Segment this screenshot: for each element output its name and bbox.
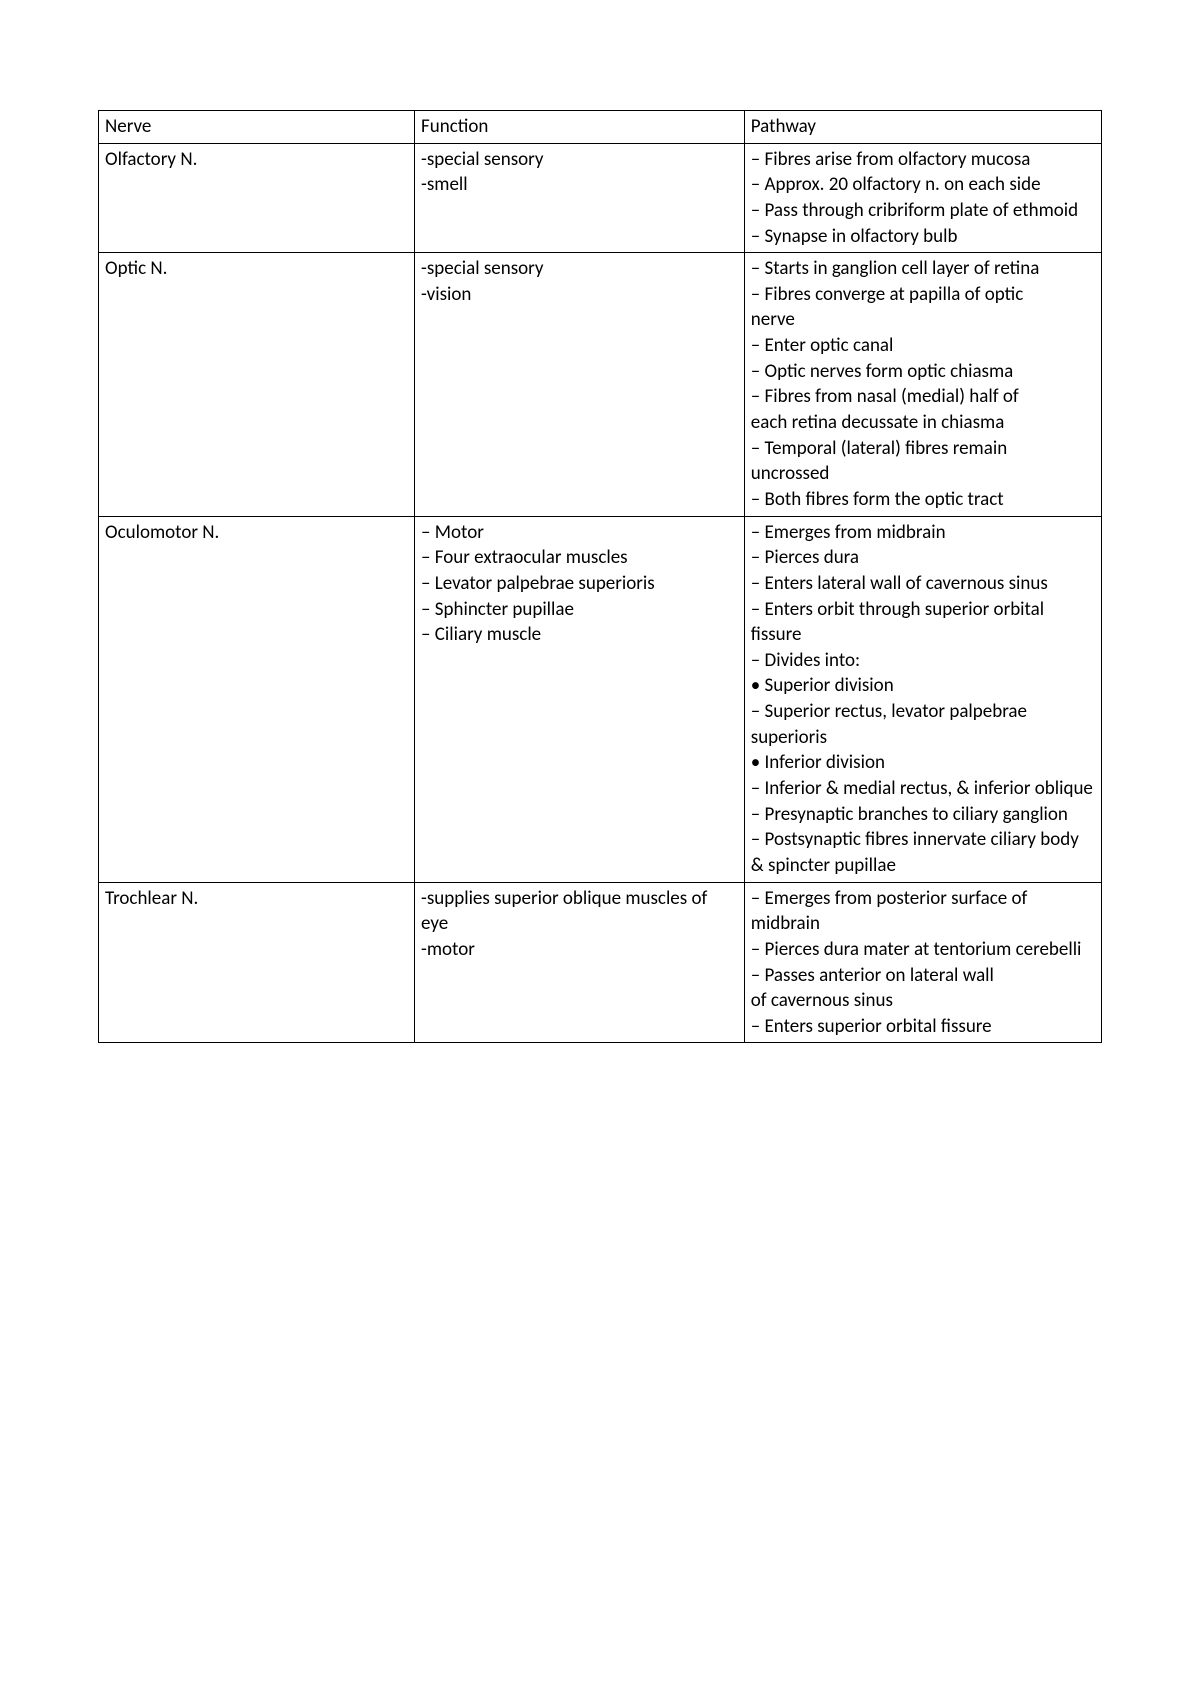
cell-function: -special sensory-smell bbox=[415, 143, 745, 253]
table-row: Olfactory N. -special sensory-smell – Fi… bbox=[99, 143, 1102, 253]
cell-function: -special sensory-vision bbox=[415, 253, 745, 516]
cell-nerve: Olfactory N. bbox=[99, 143, 415, 253]
cell-nerve: Optic N. bbox=[99, 253, 415, 516]
table-header-row: Nerve Function Pathway bbox=[99, 111, 1102, 144]
table-row: Oculomotor N. – Motor– Four extraocular … bbox=[99, 516, 1102, 882]
header-function: Function bbox=[415, 111, 745, 144]
cranial-nerves-table: Nerve Function Pathway Olfactory N. -spe… bbox=[98, 110, 1102, 1043]
table-row: Optic N. -special sensory-vision – Start… bbox=[99, 253, 1102, 516]
cell-pathway: – Fibres arise from olfactory mucosa– Ap… bbox=[744, 143, 1101, 253]
cell-pathway: – Starts in ganglion cell layer of retin… bbox=[744, 253, 1101, 516]
table-body: Olfactory N. -special sensory-smell – Fi… bbox=[99, 143, 1102, 1043]
cell-pathway: – Emerges from posterior surface of midb… bbox=[744, 882, 1101, 1043]
cell-pathway: – Emerges from midbrain– Pierces dura– E… bbox=[744, 516, 1101, 882]
header-nerve: Nerve bbox=[99, 111, 415, 144]
cell-function: -supplies superior oblique muscles of ey… bbox=[415, 882, 745, 1043]
cell-function: – Motor– Four extraocular muscles– Levat… bbox=[415, 516, 745, 882]
cell-nerve: Trochlear N. bbox=[99, 882, 415, 1043]
header-pathway: Pathway bbox=[744, 111, 1101, 144]
table-row: Trochlear N. -supplies superior oblique … bbox=[99, 882, 1102, 1043]
cell-nerve: Oculomotor N. bbox=[99, 516, 415, 882]
